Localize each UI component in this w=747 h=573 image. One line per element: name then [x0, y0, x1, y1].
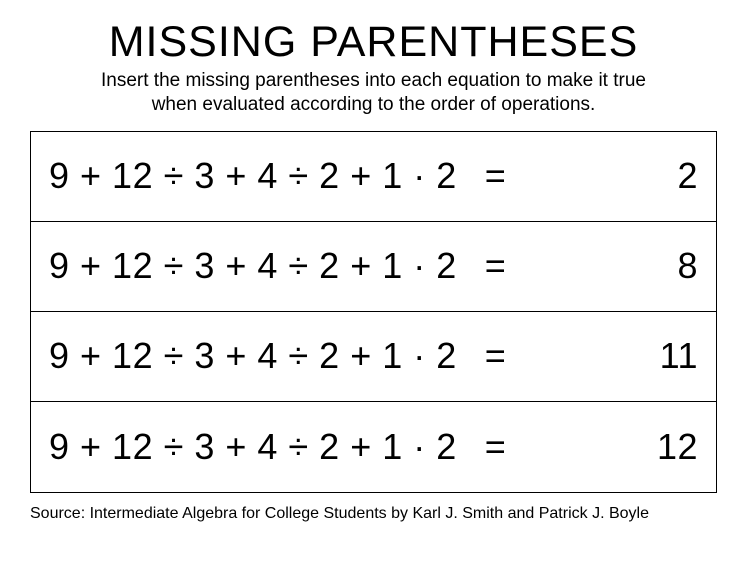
equation-row: 9 + 12 ÷ 3 + 4 ÷ 2 + 1 · 2 = 2	[31, 132, 716, 222]
equals-sign: =	[485, 245, 507, 287]
equation-rhs: 12	[534, 426, 698, 468]
instructions-line-1: Insert the missing parentheses into each…	[101, 70, 646, 91]
equation-row: 9 + 12 ÷ 3 + 4 ÷ 2 + 1 · 2 = 11	[31, 312, 716, 402]
equation-lhs: 9 + 12 ÷ 3 + 4 ÷ 2 + 1 · 2	[49, 245, 457, 287]
equals-sign: =	[485, 335, 507, 377]
source-attribution: Source: Intermediate Algebra for College…	[30, 505, 717, 523]
instructions-line-2: when evaluated according to the order of…	[152, 94, 596, 115]
equation-rhs: 11	[534, 335, 698, 377]
equation-lhs: 9 + 12 ÷ 3 + 4 ÷ 2 + 1 · 2	[49, 335, 457, 377]
instructions: Insert the missing parentheses into each…	[30, 69, 717, 117]
equation-rhs: 8	[534, 245, 698, 287]
page-title: MISSING PARENTHESES	[30, 18, 717, 67]
equals-sign: =	[485, 426, 507, 468]
equation-lhs: 9 + 12 ÷ 3 + 4 ÷ 2 + 1 · 2	[49, 155, 457, 197]
equations-grid: 9 + 12 ÷ 3 + 4 ÷ 2 + 1 · 2 = 2 9 + 12 ÷ …	[30, 131, 717, 493]
equation-row: 9 + 12 ÷ 3 + 4 ÷ 2 + 1 · 2 = 12	[31, 402, 716, 492]
equation-row: 9 + 12 ÷ 3 + 4 ÷ 2 + 1 · 2 = 8	[31, 222, 716, 312]
equation-rhs: 2	[534, 155, 698, 197]
equation-lhs: 9 + 12 ÷ 3 + 4 ÷ 2 + 1 · 2	[49, 426, 457, 468]
equals-sign: =	[485, 155, 507, 197]
